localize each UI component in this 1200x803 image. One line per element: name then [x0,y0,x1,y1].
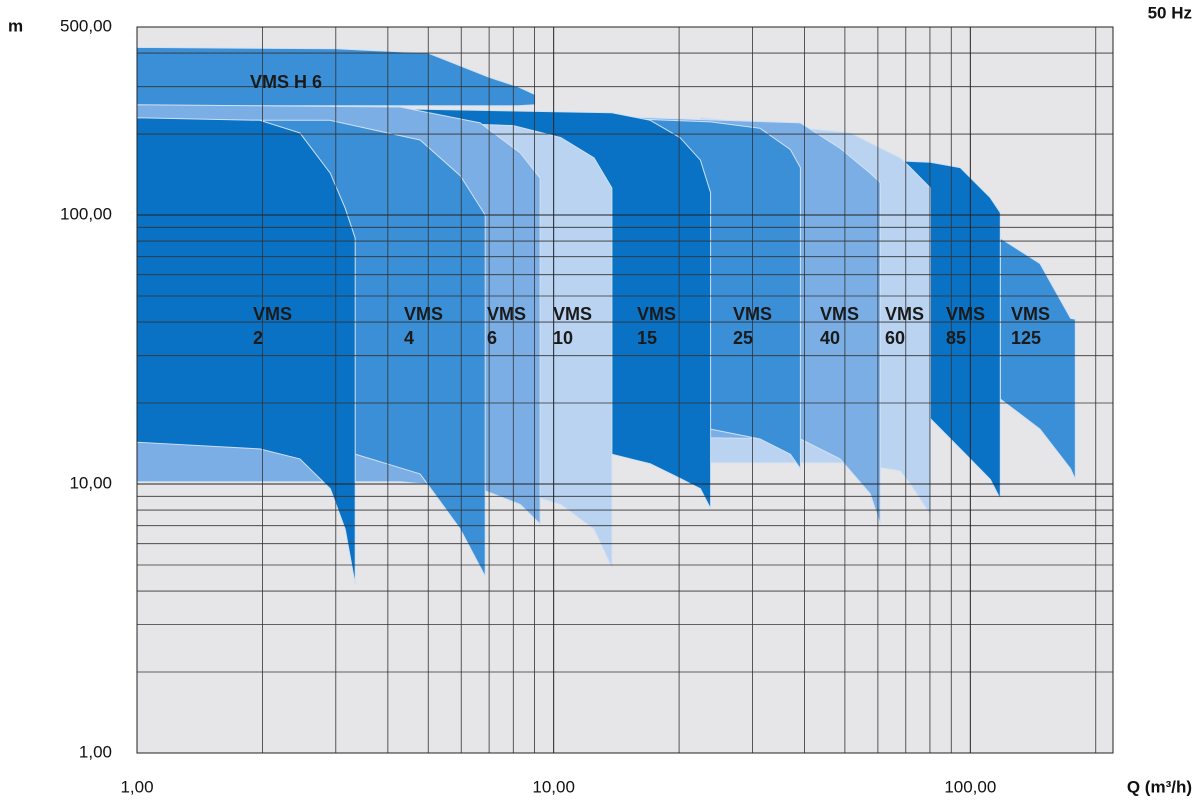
series-label: VMS 6 [487,304,527,348]
x-tick-label: 100,00 [944,777,996,796]
x-tick-label: 10,00 [532,777,575,796]
y-tick-label: 1,00 [79,742,112,761]
y-tick-label: 100,00 [60,205,112,224]
y-axis-label: m [8,16,23,35]
plot-frame [136,26,1114,754]
y-tick-label: 500,00 [60,16,112,35]
range-area [999,237,1076,480]
series-label: VMS 25 [733,304,773,348]
series-label: VMS 4 [404,304,444,348]
series-label: VMS 60 [885,304,925,348]
range-area [136,117,356,585]
series-label: VMS 10 [553,304,593,348]
areas [136,46,1076,585]
series-label: VMS 40 [820,304,860,348]
y-tick-label: 10,00 [69,473,112,492]
ticks: 1,00 10,00 100,00 1,00 10,00 100,00 500,00 [60,16,996,796]
series-label: VMS 2 [253,304,293,348]
annotation: 50 Hz [1148,3,1192,22]
series-label: VMS 125 [1011,304,1051,348]
x-axis-label: Q (m³/h) [1127,777,1192,796]
x-tick-label: 1,00 [120,777,153,796]
series-label: VMS 85 [946,304,986,348]
series-label: VMS H 6 [250,72,323,92]
series-label: VMS 15 [637,304,677,348]
